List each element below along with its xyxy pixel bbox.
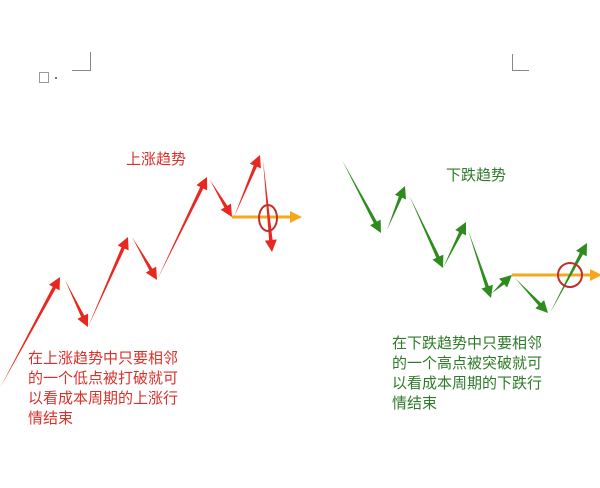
support-break-arrow <box>284 211 302 223</box>
uptrend-description-line: 的一个低点被打破就可 <box>28 369 179 387</box>
downtrend-title: 下跌趋势 <box>446 166 507 184</box>
uptrend-arrow <box>88 237 129 327</box>
downtrend-arrow <box>387 186 407 230</box>
dropdown-dot-icon[interactable] <box>55 77 57 79</box>
break-point-circle <box>557 262 583 288</box>
downtrend-arrow <box>515 278 548 313</box>
downtrend-arrow <box>342 160 381 233</box>
uptrend-arrow <box>263 160 277 252</box>
downtrend-description-line: 情结束 <box>392 394 438 412</box>
uptrend-description-line: 以看成本周期的上涨行 <box>28 389 179 407</box>
downtrend-description-line: 在下跌趋势中只要相邻 <box>392 334 543 352</box>
downtrend-arrow <box>468 230 493 298</box>
break-point-circle <box>258 204 278 232</box>
downtrend-arrow <box>443 222 466 268</box>
uptrend-description: 在上涨趋势中只要相邻 的一个低点被打破就可 以看成本周期的上涨行 情结束 <box>28 348 178 428</box>
paste-options-icon[interactable] <box>39 72 49 83</box>
uptrend-arrow <box>0 277 60 388</box>
margin-corner-left <box>72 52 91 71</box>
uptrend-arrow <box>210 180 232 217</box>
downtrend-description: 在下跌趋势中只要相邻 的一个高点被突破就可 以看成本周期的下跌行 情结束 <box>392 333 542 413</box>
downtrend-arrow <box>492 275 512 293</box>
uptrend-arrow <box>132 237 157 280</box>
uptrend-description-line: 在上涨趋势中只要相邻 <box>28 349 179 367</box>
uptrend-title: 上涨趋势 <box>126 150 187 168</box>
margin-corner-right <box>512 54 529 71</box>
uptrend-description-line: 情结束 <box>28 409 74 427</box>
downtrend-description-line: 的一个高点被突破就可 <box>392 354 543 372</box>
downtrend-arrow <box>409 195 444 268</box>
uptrend-arrow <box>157 177 208 280</box>
uptrend-arrow <box>234 155 261 217</box>
downtrend-description-line: 以看成本周期的下跌行 <box>392 374 543 392</box>
uptrend-arrow <box>65 280 89 327</box>
resistance-break-arrow <box>585 269 600 281</box>
downtrend-arrow <box>550 243 587 313</box>
